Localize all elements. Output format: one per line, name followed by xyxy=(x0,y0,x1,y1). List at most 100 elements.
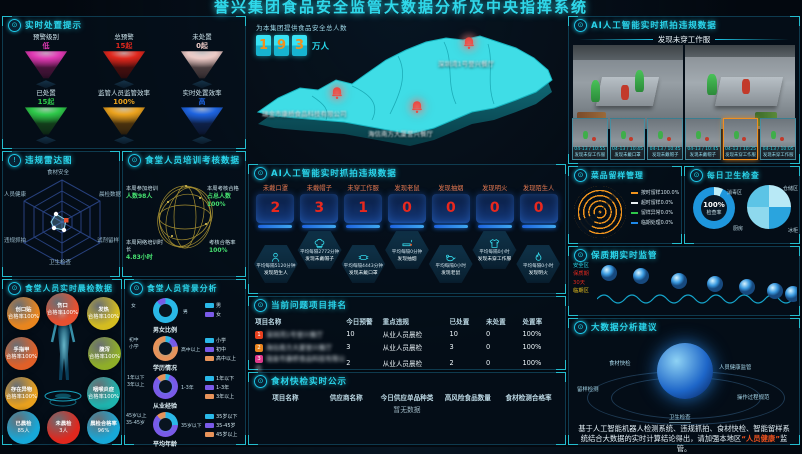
camera-view-left xyxy=(573,45,683,129)
app-header: 誉兴集团食品安全监管大数据分析及中央指挥系统 xyxy=(0,0,802,17)
counter-no-mask: 未戴口罩 2 xyxy=(255,183,296,228)
training-stat: 本周考核合格 占总人数100% xyxy=(207,186,239,209)
radar-axis-label: 晨检数据 xyxy=(99,192,122,198)
legend: 男 女 xyxy=(205,302,221,318)
panel-title: 食堂人员背景分析 xyxy=(147,283,218,293)
panel-title: 保质期实时监管 xyxy=(591,251,658,261)
counter-mouse: 发现老鼠 0 xyxy=(387,183,428,228)
mouse-icon xyxy=(446,254,456,262)
flip-digit: 9 xyxy=(274,35,289,56)
check-bubble: 创口贴 合格率100% xyxy=(7,297,40,330)
camera-icon: ⊙ xyxy=(574,18,587,32)
funnel-disposal-efficiency: 实时处置效率 高 xyxy=(163,89,241,145)
capture-thumbnail[interactable]: 04-13 / 10:05 发现未穿工作服 xyxy=(760,118,797,160)
table-row: 3 瑞金市康桥食品科技有限公司 2 从业人员晨检 2 0 100% xyxy=(255,355,542,373)
ranking-table: 项目名称 今日预警 重点违规 已处置 未处置 处置率 1 深圳湾1号誉兴餐厅 10 从业人… xyxy=(249,313,565,373)
funnel-warning-level: 预警级别 低 xyxy=(7,33,85,89)
counter-smoking: 发现抽烟 0 xyxy=(430,183,471,228)
alert-bell-marker[interactable] xyxy=(456,30,482,56)
funnel-unhandled: 未处置 0起 xyxy=(163,33,241,89)
counter-no-uniform: 未穿工作服 1 xyxy=(343,183,384,228)
capture-thumbnail[interactable]: 04-13 / 10:45 发现未戴帽子 xyxy=(647,118,684,160)
hex-open-flame: 平均每隔0小时 发现明火 xyxy=(516,245,561,283)
page-title: 誉兴集团食品安全监管大数据分析及中央指挥系统 xyxy=(213,0,588,16)
table-header-row: 项目名称 今日预警 重点违规 已处置 未处置 处置率 xyxy=(255,317,543,326)
capture-thumbnail[interactable]: 04-13 / 10:45 发现未戴帽子 xyxy=(685,118,721,160)
funnel-total-alerts: 总预警 15起 xyxy=(85,33,163,89)
inspection-rate-donut xyxy=(693,187,735,229)
flip-counter: 1 9 3 万人 xyxy=(256,35,347,56)
hex-smoking: 平均每隔0分钟 发现抽烟 xyxy=(385,231,429,269)
panel-problem-ranking: ⊙ 当前问题项目排名 项目名称 今日预警 重点违规 已处置 未处置 处置率 1 深圳湾1… xyxy=(248,296,566,373)
shelf-wave-timeline xyxy=(597,265,797,304)
orbit-label: 操作过程规范 xyxy=(737,395,770,401)
funnel-supervision-efficiency: 监管人员监管效率 100% xyxy=(85,89,163,145)
panel-quick-test: ⊙ 食材快检实时公示 项目名称 供应商名称 今日供应单品种类 高风险食品数量 食材检… xyxy=(248,372,566,445)
region-3d-map xyxy=(256,35,553,146)
panel-title: 每日卫生检查 xyxy=(707,170,760,180)
pie-label: 冰柜 xyxy=(787,228,798,234)
check-bubble: 咽喉炎症 合格率100% xyxy=(87,377,120,410)
panel-realtime-disposal: ⊙ 实时处置提示 预警级别 低 总预警 15起 未处置 0起 已处置 15起 监… xyxy=(2,16,246,149)
pie-label: 消毒区 xyxy=(727,190,743,196)
panel-title: 当前问题项目排名 xyxy=(271,301,348,311)
retention-legend: 按时留样100.0% 超时留样0.0% 留样异常0.0% 临期处理0.0% xyxy=(631,189,679,226)
gender-donut xyxy=(153,298,178,323)
check-bubble: 手指甲 合格率100% xyxy=(5,337,38,370)
hex-average-row: 平均每隔5120分钟 发现陌生人 平均每隔2772分钟 发现未戴帽子 平均每隔444… xyxy=(249,231,565,283)
rank-badge: 2 xyxy=(255,343,263,352)
funnel-shape xyxy=(102,51,146,79)
map-location-label: 海信南方大厦誉兴餐厅 xyxy=(368,130,433,138)
panel-title: 食堂人员培训考核数据 xyxy=(145,156,241,166)
panel-sample-retention: ⊙ 菜品留样管理 按时留样100.0% 超时留样0.0% 留样异常0.0% 临期… xyxy=(568,166,682,244)
camera-view-right xyxy=(685,45,795,129)
hex-no-hat: 平均每隔2772分钟 发现未戴帽子 xyxy=(297,231,342,269)
table-row: 2 海信南方大厦誉兴餐厅 3 从业人员晨检 3 0 100% xyxy=(255,340,559,353)
orbit-label: 卫生检查 xyxy=(669,415,691,423)
quick-test-table: 项目名称 供应商名称 今日供应单品种类 高风险食品数量 食材检测合格率 暂无数据 xyxy=(249,389,565,415)
donut-row-experience: 1年以下 3年以上 1-3年 从业经验 1年以下 1-3年 3年以上 xyxy=(127,374,235,410)
panel-daily-hygiene: ⊙ 每日卫生检查 100% 检查率 消毒区 仓储区 厨房 冰柜 xyxy=(684,166,800,244)
flip-digit: 1 xyxy=(256,35,271,56)
panel-staff-background: ⊙ 食堂人员背景分析 女 男 男女比例 男 女 初中 小学 高中以上 学历情况 … xyxy=(124,279,246,448)
flame-icon xyxy=(535,252,542,261)
pie-label: 厨房 xyxy=(733,226,744,232)
people-icon: ⊙ xyxy=(130,281,143,295)
shelf-axis-labels: 安全区 保质期 30天 临期区 xyxy=(573,263,589,295)
rank-badge: 3 xyxy=(255,355,263,363)
population-stat: 为本集团提供食品安全总人数 1 9 3 万人 xyxy=(256,22,347,56)
flask-icon: ⊙ xyxy=(254,374,267,388)
alert-bell-marker[interactable] xyxy=(324,80,350,106)
panel-title: 食材快检实时公示 xyxy=(271,377,348,387)
panel-shelf-life: ⊙ 保质期实时监管 安全区 保质期 30天 临期区 xyxy=(568,246,800,316)
flip-digit: 3 xyxy=(292,35,307,56)
globe xyxy=(657,343,713,399)
alarm-icon: ⊙ xyxy=(8,18,21,32)
map-location-label: 深圳湾1号誉兴餐厅 xyxy=(438,60,495,68)
project-name: 深圳湾1号誉兴餐厅 xyxy=(266,330,323,339)
hex-no-mask: 平均每隔4443分钟 发现未戴口罩 xyxy=(341,245,386,283)
panel-bigdata-advice: ⊙ 大数据分析建议 食材快检 人员健康监管 留样检测 操作过程规范 卫生检查 基… xyxy=(568,318,800,453)
camera-feed[interactable] xyxy=(573,45,795,129)
ai-suggestion-text: 基于人工智能机器人检测系统、违规抓拍、食材快检、智能留样系统结合大数据的实时计算… xyxy=(578,424,790,453)
capture-thumbnail[interactable]: 04-13 / 10:55 发现未穿工作服 xyxy=(572,118,608,160)
alert-bell-marker[interactable] xyxy=(404,94,430,120)
area-pie-chart xyxy=(747,185,791,229)
project-name: 瑞金市康桥食品科技有限公司 xyxy=(255,355,346,373)
donut-row-education: 初中 小学 高中以上 学历情况 小学 初中 高中以上 xyxy=(129,336,237,372)
hex-no-uniform: 平均每隔0小时 发现未穿工作服 xyxy=(472,231,517,269)
panel-title: AI人工智能实时抓拍违规数据 xyxy=(591,21,717,31)
radar-chart xyxy=(23,179,101,265)
mask-icon xyxy=(358,255,369,260)
counter-grid: 未戴口罩 2 未戴帽子 3 未穿工作服 1 发现老鼠 0 发现抽烟 0 发现明火 0 发现陌… xyxy=(249,181,565,228)
alert-icon: ⊙ xyxy=(128,153,141,167)
funnel-shape xyxy=(24,51,68,79)
counter-open-flame: 发现明火 0 xyxy=(474,183,515,228)
stat-label: 为本集团提供食品安全总人数 xyxy=(256,24,347,32)
capture-thumbnail-selected[interactable]: 04-13 / 10:25 发现未穿工作服 xyxy=(722,118,759,160)
clock-icon: ⊙ xyxy=(574,248,587,262)
panel-title: 菜品留样管理 xyxy=(591,170,644,180)
map-zone: 为本集团提供食品安全总人数 1 9 3 万人 深圳湾1号誉兴餐厅 瑞金市康桥食品… xyxy=(248,16,566,164)
orbit-label: 人员健康监管 xyxy=(719,365,752,371)
capture-thumbnail[interactable]: 04-13 / 10:45 发现未戴口罩 xyxy=(609,118,646,160)
